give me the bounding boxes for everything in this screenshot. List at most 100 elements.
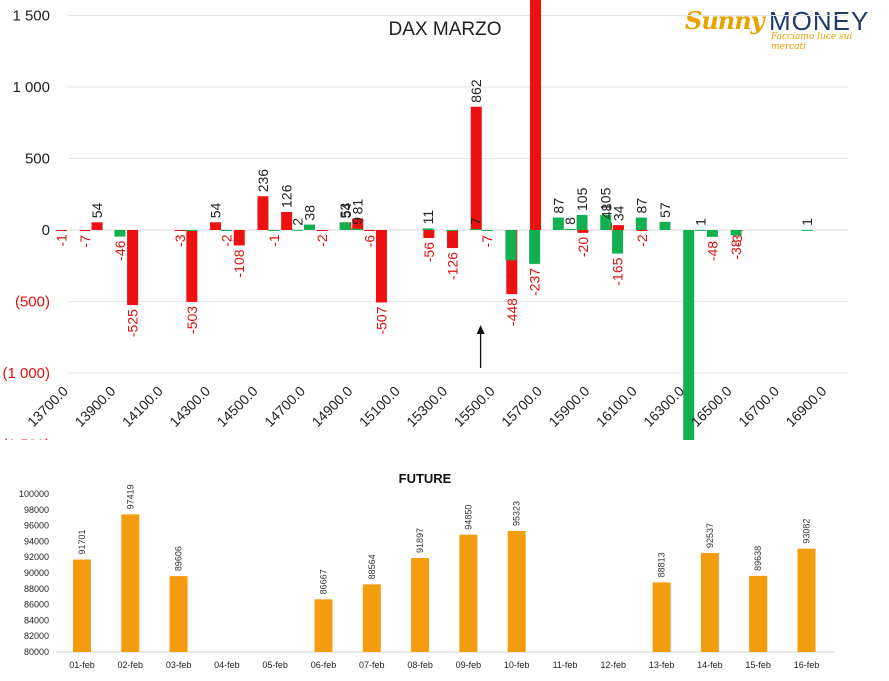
future-bar [652, 582, 671, 652]
future-data-label: 88813 [657, 552, 667, 577]
bar [636, 230, 648, 231]
future-y-tick-label: 96000 [24, 521, 49, 531]
data-label: -46 [112, 240, 128, 260]
data-label: -503 [184, 306, 200, 334]
gridlines [68, 15, 848, 374]
data-label: -6 [362, 235, 378, 248]
data-label: -237 [527, 268, 543, 296]
bar [304, 224, 315, 230]
bar [481, 230, 493, 232]
data-label: -7 [77, 235, 93, 248]
bar [186, 230, 198, 302]
x-tick-label: 16900.0 [782, 383, 829, 430]
future-x-tick-label: 14-feb [697, 660, 723, 670]
x-tick-label: 16100.0 [593, 383, 640, 430]
data-label: -7 [479, 235, 495, 248]
future-bar [73, 559, 91, 652]
future-x-tick-label: 05-feb [262, 660, 288, 670]
future-y-tick-label: 90000 [24, 568, 49, 578]
data-label: -6 [444, 235, 460, 248]
data-label: 48 [599, 203, 615, 219]
future-bar [121, 514, 140, 652]
future-y-tick-label: 92000 [24, 552, 49, 562]
bar [612, 230, 624, 254]
bar [210, 222, 222, 230]
logo-tagline: Facciamo luce sui mercati [771, 32, 853, 52]
bar [79, 230, 91, 232]
future-x-tick-label: 11-feb [553, 660, 578, 670]
future-bar [314, 599, 333, 652]
sunny-money-logo: Sunny MONEY Facciamo luce sui mercati [683, 4, 883, 52]
y-tick-label: 500 [25, 151, 50, 168]
bar [114, 230, 126, 237]
bar [422, 228, 434, 230]
bar [339, 222, 351, 230]
bar [352, 218, 364, 230]
bar [447, 230, 459, 249]
bar [659, 221, 671, 230]
future-data-label: 89638 [753, 546, 763, 571]
data-label: 7 [467, 217, 483, 225]
x-tick-label: 15100.0 [356, 383, 403, 430]
future-y-tick-label: 80000 [24, 647, 49, 657]
future-data-label: 86667 [319, 569, 329, 594]
data-label: -525 [125, 309, 141, 337]
x-tick-label: 15700.0 [498, 383, 545, 430]
future-bar [362, 584, 381, 652]
future-bar [169, 576, 188, 652]
future-y-tick-label: 82000 [24, 631, 49, 641]
x-tick-label: 14700.0 [261, 383, 308, 430]
bar [268, 230, 280, 231]
future-x-tick-label: 02-feb [118, 660, 144, 670]
future-data-label: 94850 [463, 505, 473, 530]
future-data-label: 92537 [705, 523, 715, 548]
future-bar [459, 534, 478, 652]
bar [174, 230, 186, 231]
future-bar [797, 548, 816, 652]
data-label: -2 [219, 234, 235, 247]
data-label: -48 [704, 241, 720, 261]
bar [612, 225, 624, 230]
data-label: 87 [633, 198, 649, 214]
data-label: 105 [598, 187, 614, 211]
bar [351, 228, 363, 230]
data-label: -212 [503, 264, 519, 292]
y-tick-label: 1 500 [12, 8, 50, 25]
x-tick-label: 15900.0 [545, 383, 592, 430]
data-label: -2 [634, 234, 650, 247]
future-data-label: 89606 [174, 546, 184, 571]
data-label: 11 [420, 210, 436, 225]
arrow-head [476, 325, 485, 334]
data-label: -2 [314, 234, 330, 247]
future-x-tick-label: 03-feb [166, 660, 192, 670]
future-bar [507, 530, 526, 652]
data-label: 126 [279, 184, 295, 208]
data-label: -56 [421, 242, 437, 262]
bar [127, 230, 139, 306]
y-tick-label: 0 [42, 222, 50, 239]
data-label: -3 [172, 234, 188, 247]
arrow-annotation [476, 325, 485, 368]
data-label: -507 [373, 306, 389, 334]
future-data-label: 91897 [415, 528, 425, 553]
bar [233, 230, 245, 246]
x-tick-label: 15300.0 [403, 383, 450, 430]
data-label: -448 [504, 298, 520, 326]
future-x-tick-label: 13-feb [649, 660, 675, 670]
bar [423, 230, 435, 239]
data-label: 1 [693, 218, 709, 226]
bar [576, 214, 588, 230]
bar [281, 211, 293, 230]
bar [257, 196, 269, 230]
bar [730, 230, 742, 236]
bar [552, 217, 564, 230]
future-x-tick-label: 09-feb [456, 660, 482, 670]
x-tick-label: 15500.0 [451, 383, 498, 430]
bar [505, 230, 517, 261]
chart-title: DAX MARZO [389, 19, 502, 40]
future-x-tick-label: 07-feb [359, 660, 385, 670]
future-y-tick-label: 98000 [24, 505, 49, 515]
bar [469, 228, 481, 230]
data-label: 87 [550, 198, 566, 214]
